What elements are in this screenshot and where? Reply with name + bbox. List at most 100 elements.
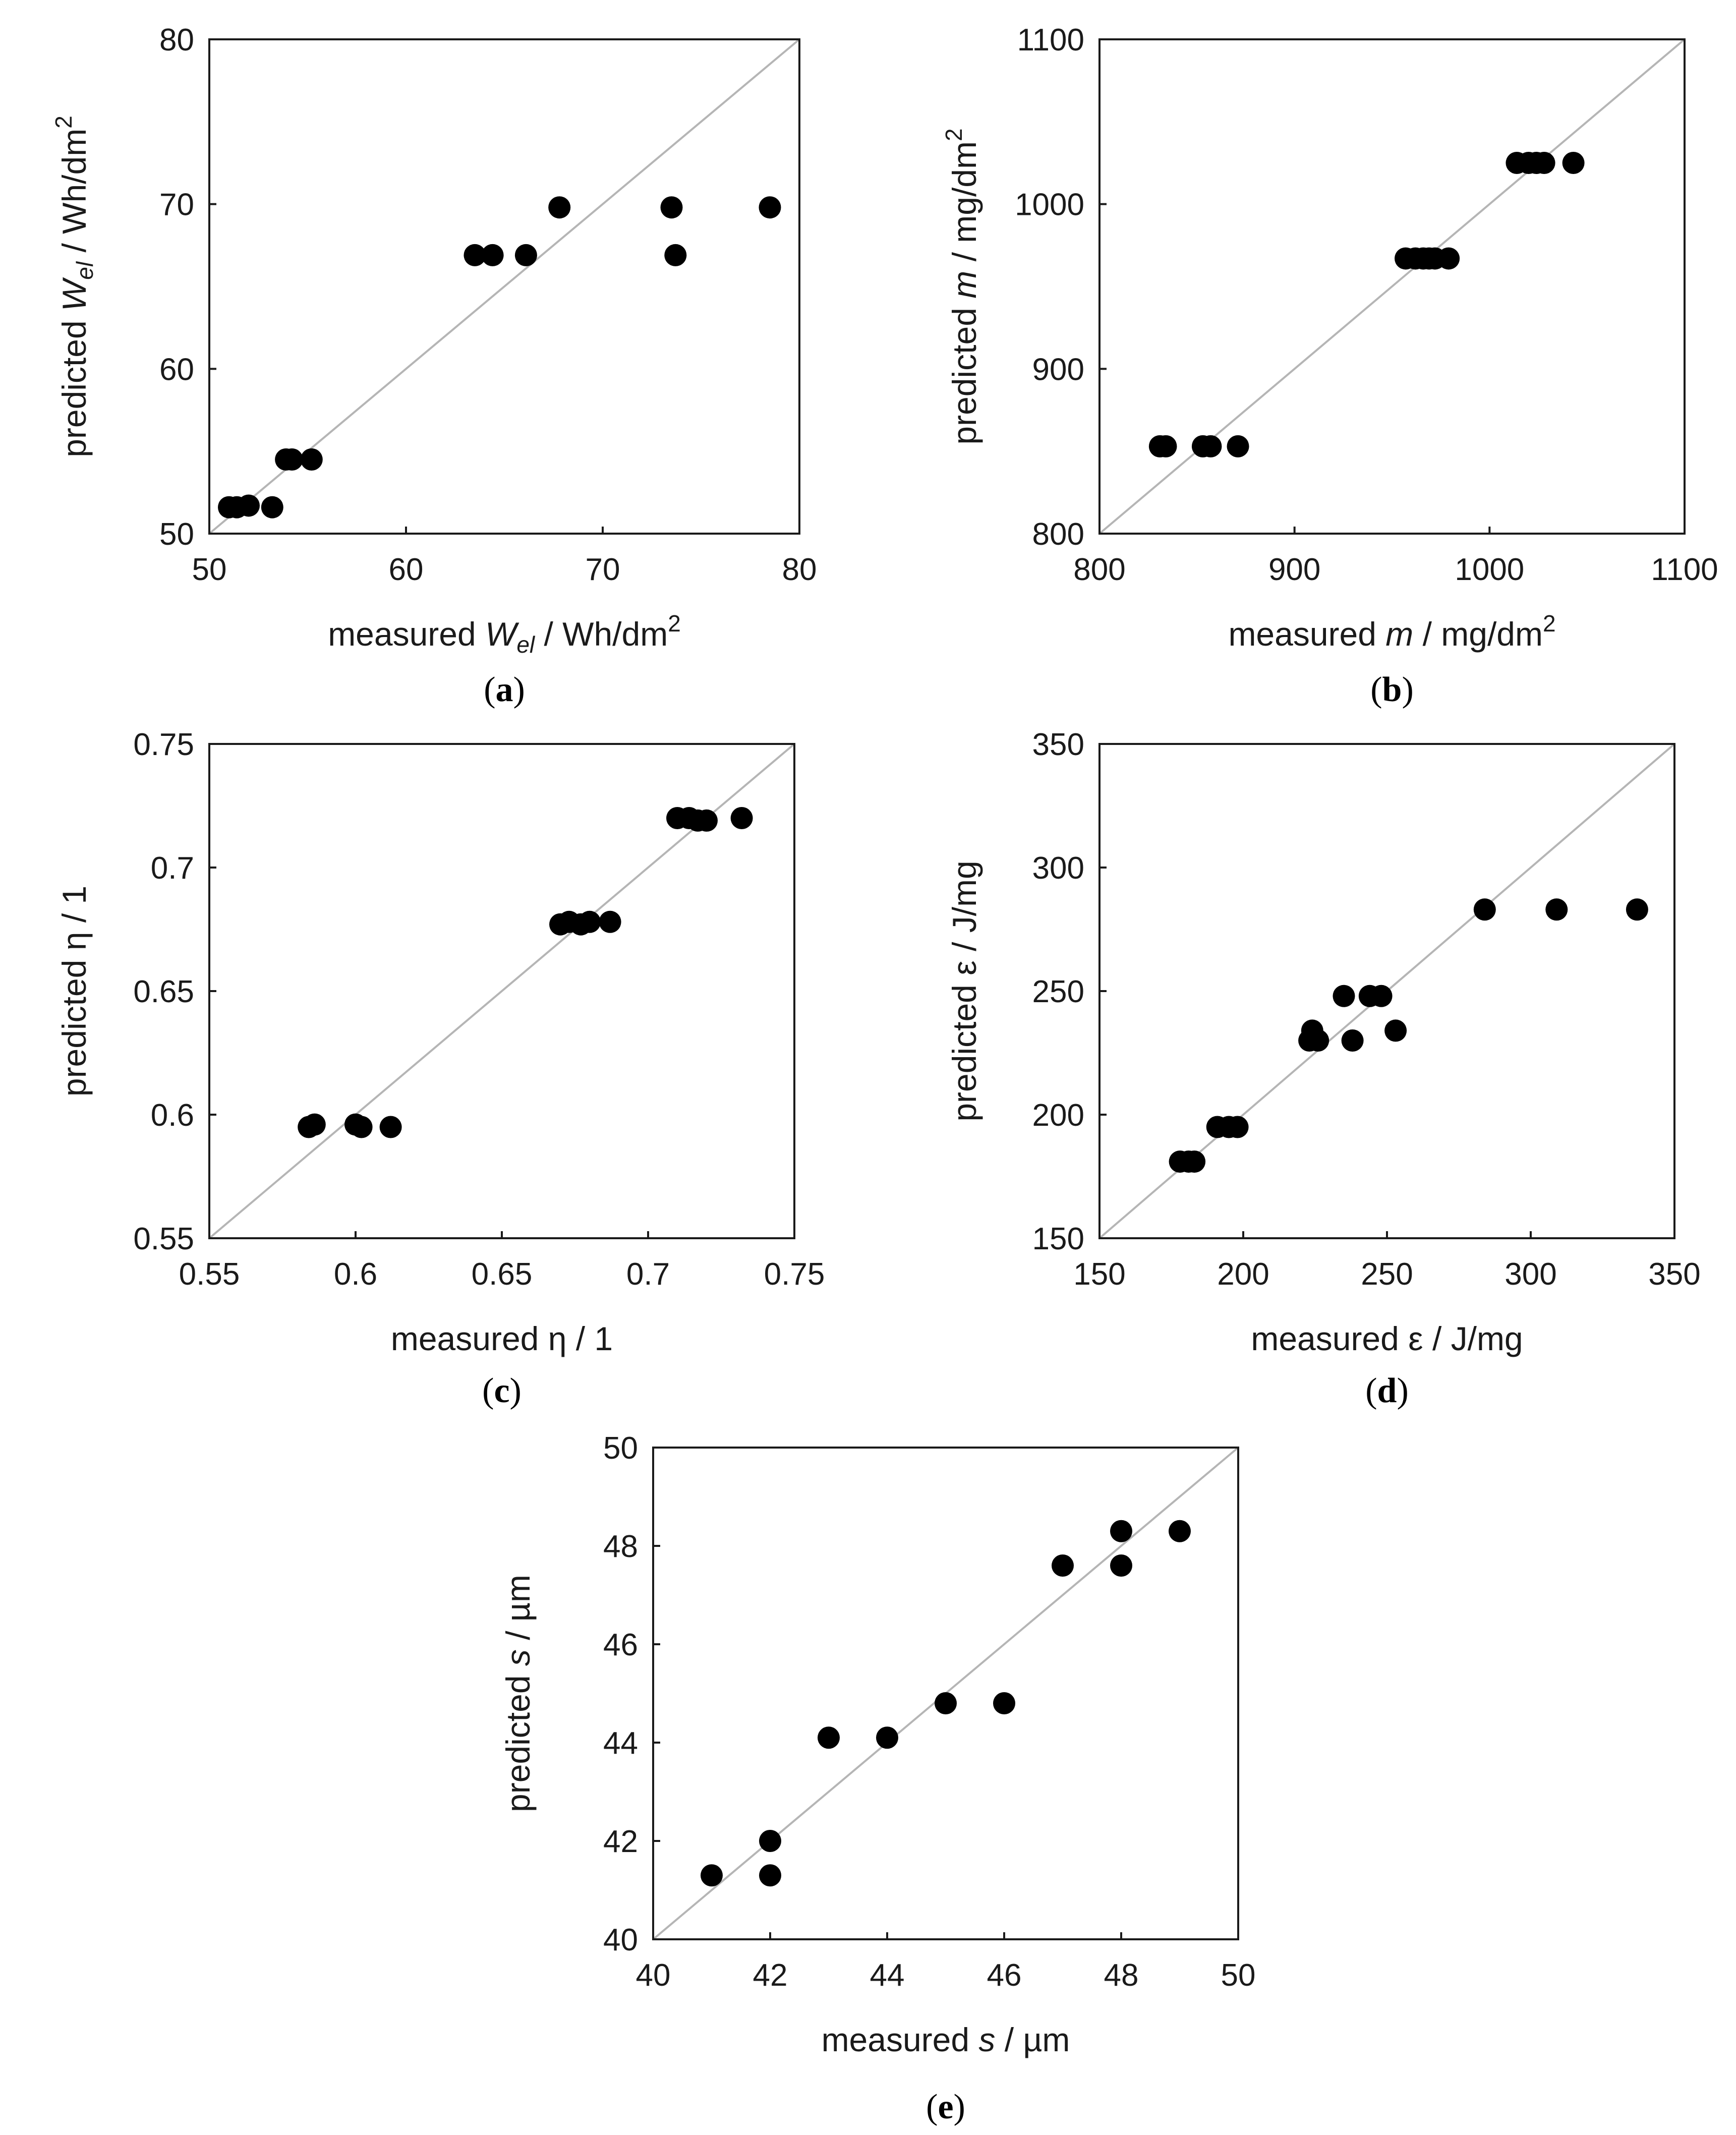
panel-c: 0.55 0.6 0.65 0.7 0.75 0.55 0.6 0.65 0.7 0.75 meas… [55, 727, 825, 1410]
data-point [464, 244, 486, 266]
data-point [1333, 985, 1355, 1007]
x-tick-label: 0.75 [764, 1257, 825, 1292]
x-tick-label: 50 [1221, 1958, 1256, 1993]
panel-e: 40 42 44 46 48 50 40 42 44 46 48 50 measured s / µm p… [499, 1431, 1255, 2126]
plot-frame [1098, 38, 1686, 535]
data-point [514, 244, 537, 266]
x-tick-label: 50 [192, 552, 227, 587]
data-point [379, 1116, 402, 1138]
y-tick-label: 42 [603, 1824, 638, 1859]
x-tick-label: 900 [1268, 552, 1320, 587]
data-point [1110, 1520, 1132, 1542]
panel-b: 800 900 1000 1100 800 900 1000 1100 measured m /… [941, 23, 1718, 709]
panel-caption: (d) [1365, 1371, 1409, 1410]
y-tick-label: 50 [603, 1431, 638, 1466]
data-point [935, 1692, 957, 1714]
data-point [876, 1726, 898, 1749]
y-tick-label: 44 [603, 1726, 638, 1761]
y-tick-label: 0.6 [151, 1098, 194, 1133]
y-tick-label: 200 [1032, 1098, 1084, 1133]
panel-caption: (c) [482, 1371, 522, 1410]
data-point [1154, 435, 1177, 457]
x-tick-label: 350 [1648, 1257, 1700, 1292]
y-tick-label: 800 [1032, 517, 1084, 552]
data-point [993, 1692, 1015, 1714]
data-point [1199, 435, 1222, 457]
y-tick-label: 300 [1032, 851, 1084, 886]
data-point [1183, 1150, 1206, 1173]
data-point [818, 1726, 840, 1749]
x-axis-label: measured m / mg/dm2 [1228, 610, 1555, 653]
x-tick-label: 150 [1073, 1257, 1125, 1292]
x-tick-label: 0.55 [179, 1257, 240, 1292]
data-point [1110, 1554, 1132, 1577]
data-point [759, 1864, 781, 1887]
data-point [548, 196, 571, 219]
x-tick-label: 0.65 [472, 1257, 533, 1292]
x-tick-label: 1000 [1455, 552, 1524, 587]
x-tick-label: 300 [1504, 1257, 1556, 1292]
data-point [1545, 898, 1568, 921]
data-point [1052, 1554, 1074, 1577]
y-tick-label: 0.75 [133, 727, 194, 762]
data-point [696, 809, 718, 832]
x-tick-label: 44 [870, 1958, 905, 1993]
panel-a: 50 60 70 80 50 60 70 80 measured Wel / Wh/dm2 pre… [50, 23, 817, 709]
data-point [1626, 898, 1648, 921]
x-tick-label: 0.7 [626, 1257, 670, 1292]
plot-frame [652, 1447, 1239, 1940]
data-point [1562, 152, 1585, 174]
panel-caption: (e) [926, 2088, 965, 2126]
data-point [350, 1116, 373, 1138]
y-tick-label: 50 [159, 517, 194, 552]
y-tick-label: 40 [603, 1923, 638, 1957]
data-point [1384, 1019, 1407, 1042]
data-point [701, 1864, 723, 1887]
x-tick-label: 40 [636, 1958, 671, 1993]
data-point [280, 448, 303, 471]
panel-caption: (b) [1370, 670, 1414, 709]
x-tick-label: 0.6 [334, 1257, 377, 1292]
data-point [303, 1113, 326, 1136]
y-tick-label: 250 [1032, 974, 1084, 1009]
y-axis-label: predicted ε / J/mg [946, 860, 983, 1121]
panel-d: 150 200 250 300 350 150 200 250 300 350 measured ε… [946, 727, 1701, 1410]
data-point [1473, 898, 1496, 921]
data-point [759, 196, 781, 219]
panel-caption: (a) [484, 670, 525, 709]
data-point [238, 494, 260, 517]
identity-line [1098, 38, 1686, 535]
data-point [1169, 1520, 1191, 1542]
data-point [1437, 247, 1460, 270]
data-point [1307, 1029, 1329, 1052]
x-tick-label: 250 [1361, 1257, 1413, 1292]
data-point [1341, 1029, 1364, 1052]
x-tick-label: 48 [1104, 1958, 1139, 1993]
y-axis-label: predicted s / µm [499, 1575, 537, 1812]
y-tick-label: 46 [603, 1628, 638, 1662]
y-tick-label: 70 [159, 188, 194, 222]
data-point [660, 196, 683, 219]
data-point [481, 244, 504, 266]
y-axis-label: predicted Wel / Wh/dm2 [50, 116, 98, 457]
x-tick-label: 80 [782, 552, 817, 587]
data-point [1533, 152, 1555, 174]
data-point [599, 910, 621, 933]
x-tick-label: 200 [1217, 1257, 1269, 1292]
x-tick-label: 42 [753, 1958, 788, 1993]
data-point [1227, 435, 1249, 457]
y-axis-label: predicted m / mg/dm2 [941, 128, 983, 444]
y-tick-label: 0.65 [133, 974, 194, 1009]
y-tick-label: 60 [159, 352, 194, 387]
data-point [1370, 985, 1393, 1007]
y-tick-label: 1100 [1017, 23, 1084, 57]
x-axis-label: measured η / 1 [391, 1320, 613, 1357]
x-tick-label: 800 [1073, 552, 1125, 587]
y-axis-label: predicted η / 1 [55, 886, 93, 1097]
y-tick-label: 0.55 [133, 1222, 194, 1256]
x-axis-label: measured Wel / Wh/dm2 [328, 610, 681, 658]
data-point [1226, 1116, 1249, 1138]
data-point [664, 244, 687, 266]
x-axis-label: measured s / µm [822, 2021, 1070, 2058]
y-tick-label: 48 [603, 1529, 638, 1564]
